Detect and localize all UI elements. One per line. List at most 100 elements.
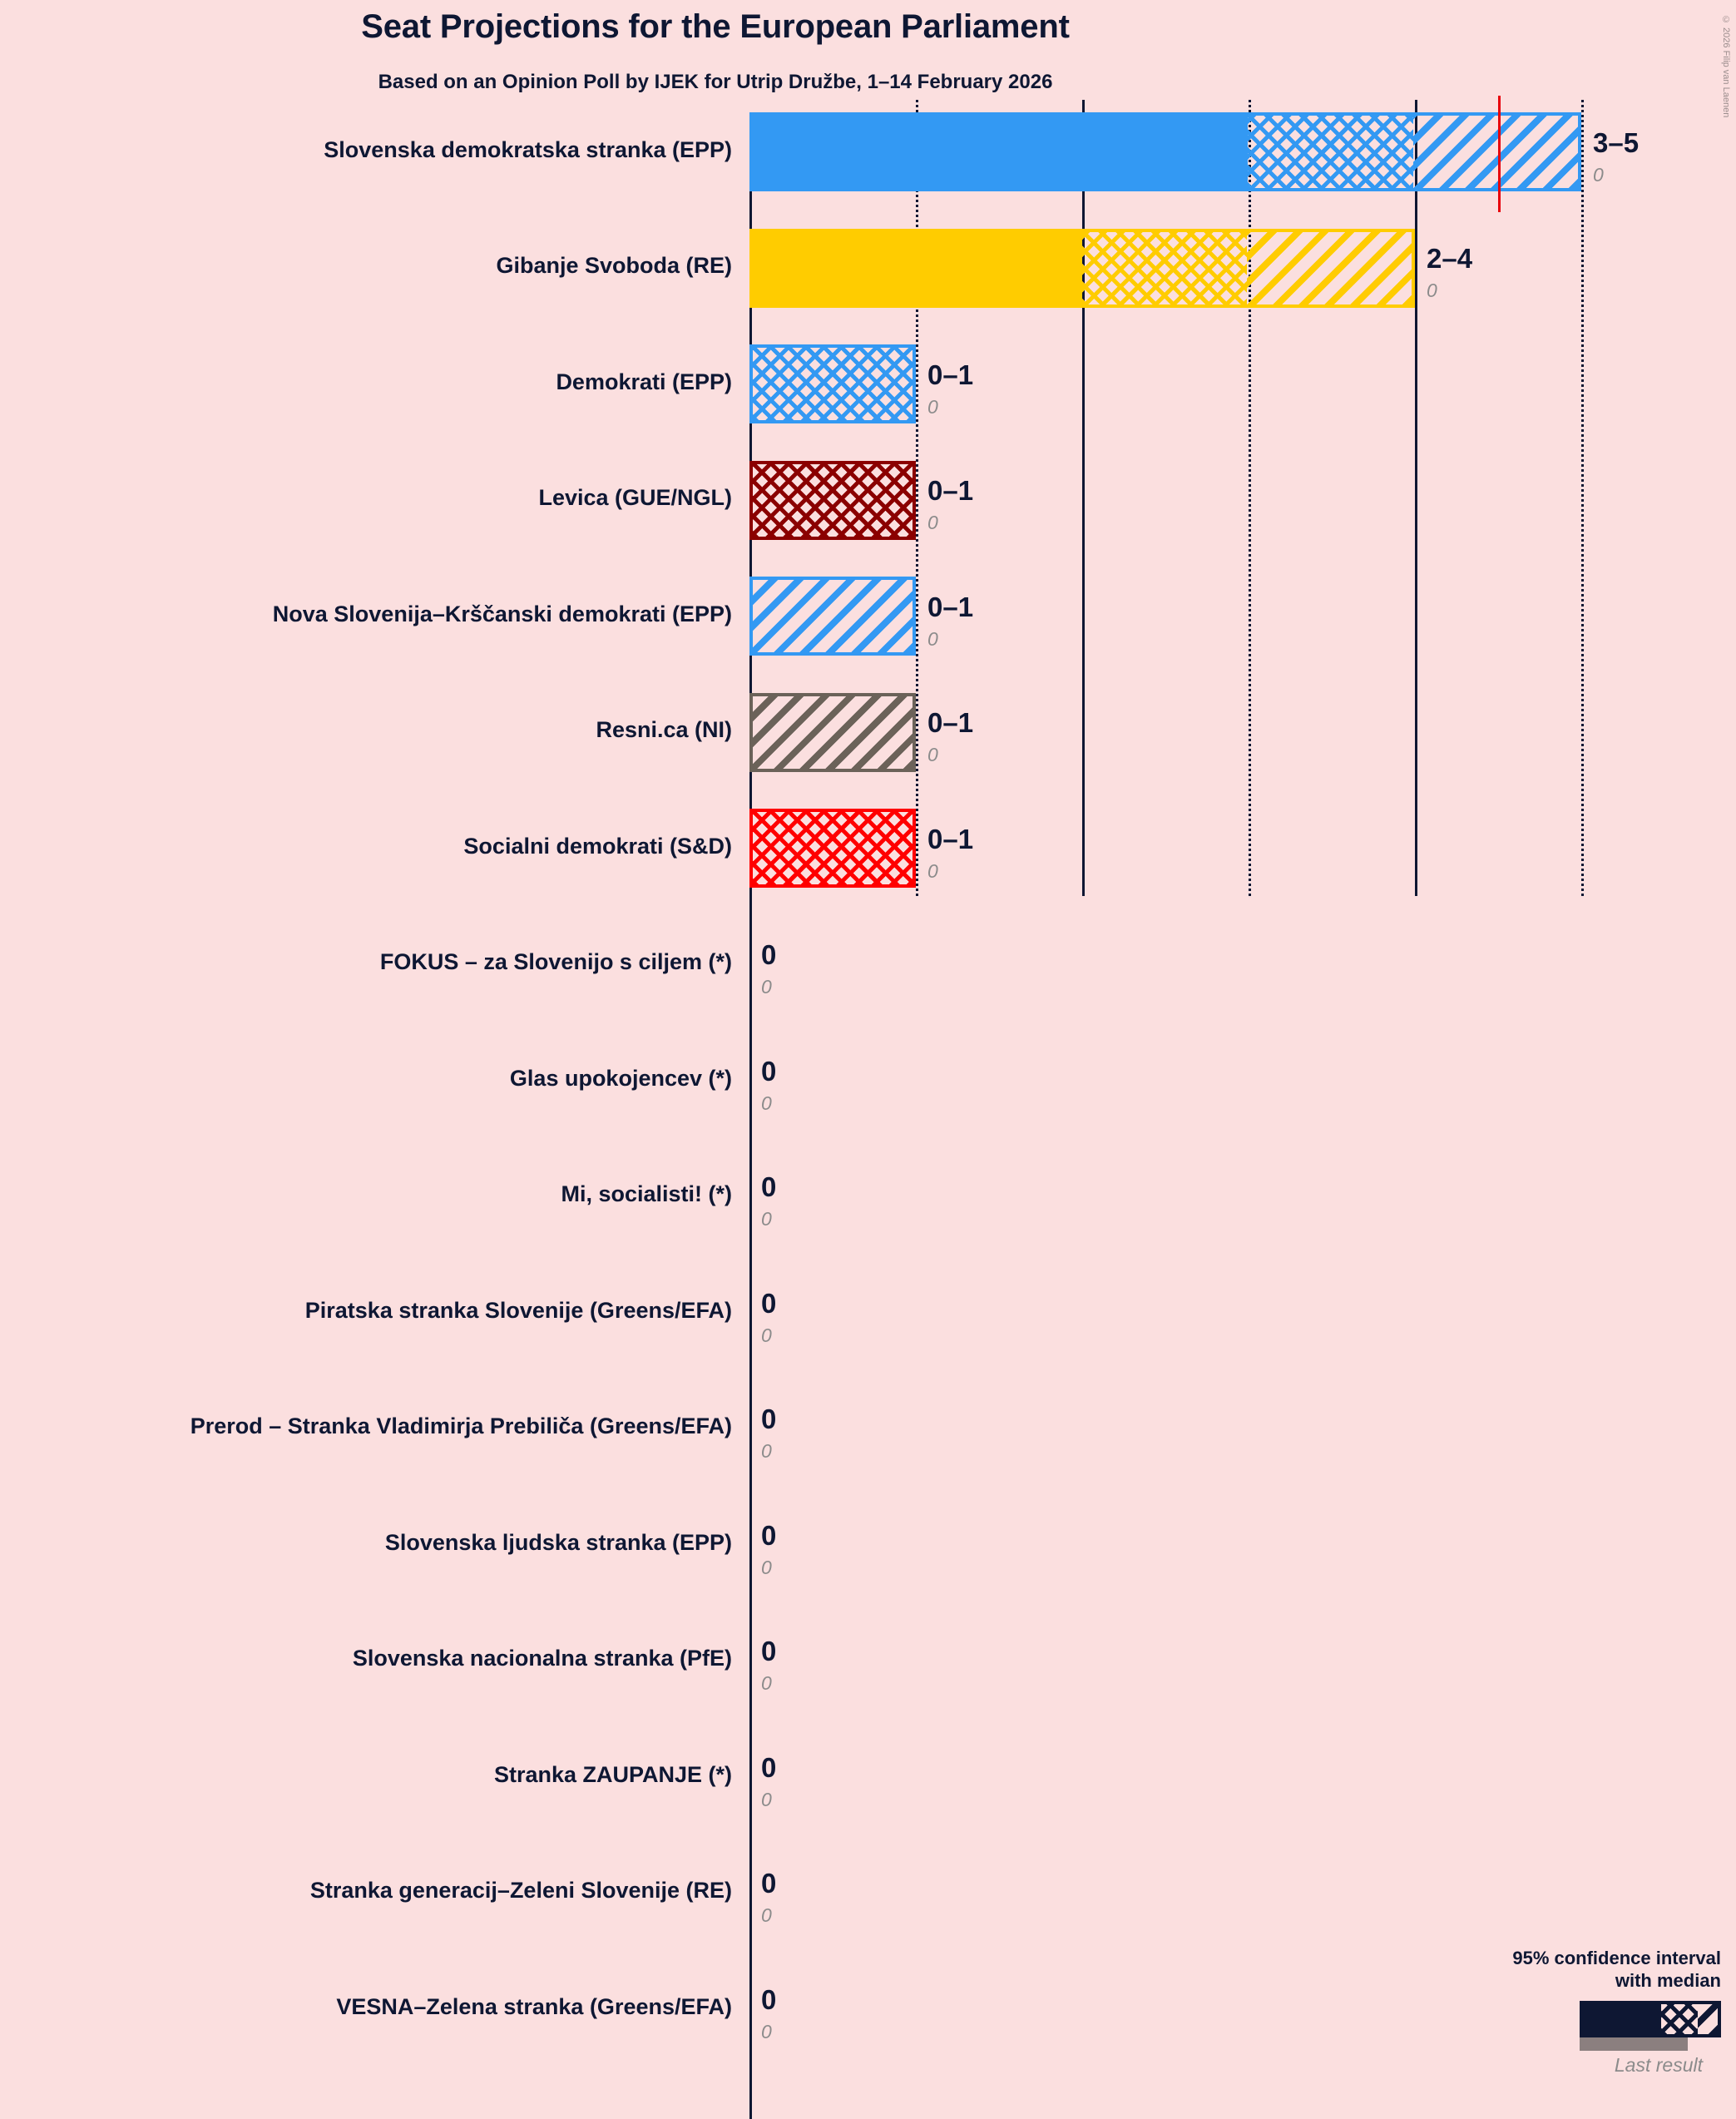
- seat-range-value: 0: [761, 1636, 777, 1666]
- last-result-value: 0: [927, 395, 938, 418]
- confidence-interval-bar[interactable]: [749, 112, 1581, 191]
- seat-range-value: 0: [761, 1171, 777, 1202]
- party-label: Piratska stranka Slovenije (Greens/EFA): [304, 1297, 732, 1323]
- confidence-interval-bar[interactable]: [749, 692, 916, 772]
- last-result-value: 0: [761, 1324, 772, 1346]
- chart-row: Slovenska nacionalna stranka (PfE) 0 0: [0, 1621, 1736, 1738]
- last-result-value: 0: [761, 1092, 772, 1114]
- bar-segment-diag: [753, 696, 913, 769]
- chart-row: Resni.ca (NI) 0–1 0: [0, 692, 1736, 809]
- legend-last-result-bar: [1580, 2037, 1688, 2051]
- party-label: Stranka ZAUPANJE (*): [493, 1761, 732, 1787]
- bar-segment-cross: [753, 348, 913, 420]
- last-result-value: 0: [927, 744, 938, 765]
- party-label: Resni.ca (NI): [596, 717, 732, 742]
- last-result-value: 0: [761, 1672, 772, 1694]
- last-result-marker: [1498, 96, 1501, 212]
- last-result-value: 0: [761, 1440, 772, 1462]
- chart-row: Levica (GUE/NGL) 0–1 0: [0, 460, 1736, 577]
- confidence-interval-bar[interactable]: [749, 577, 916, 656]
- bar-segment-solid: [753, 231, 1082, 304]
- seat-range-value: 0: [761, 1287, 777, 1319]
- chart-row: Stranka ZAUPANJE (*) 0 0: [0, 1737, 1736, 1854]
- legend-caption: 95% confidence interval with median: [1447, 1948, 1721, 1993]
- copyright-notice: © 2026 Filip van Laenen: [1721, 15, 1731, 118]
- party-label: Glas upokojencev (*): [509, 1065, 732, 1091]
- chart-row: Slovenska demokratska stranka (EPP) 3–5 0: [0, 96, 1736, 229]
- chart-row: Stranka generacij–Zeleni Slovenije (RE) 0…: [0, 1854, 1736, 1970]
- last-result-value: 0: [927, 512, 938, 533]
- legend-segment-solid: [1583, 2004, 1661, 2034]
- party-label: Slovenska demokratska stranka (EPP): [324, 136, 732, 162]
- seat-range-value: 0: [761, 1055, 777, 1087]
- seat-range-value: 0–1: [927, 707, 974, 738]
- chart-row: FOKUS – za Slovenijo s ciljem (*) 0 0: [0, 925, 1736, 1042]
- gridline-0: [749, 112, 752, 2119]
- chart-row: Mi, socialisti! (*) 0 0: [0, 1157, 1736, 1274]
- chart-row: Piratska stranka Slovenije (Greens/EFA) 0…: [0, 1273, 1736, 1389]
- bar-segment-solid: [753, 116, 1249, 188]
- seat-range-value: 0: [761, 939, 777, 970]
- legend-segment-cross: [1660, 2004, 1698, 2034]
- legend-interval-bar: [1580, 2001, 1721, 2037]
- gridline-1: [916, 100, 918, 896]
- party-label: Nova Slovenija–Krščanski demokrati (EPP): [272, 601, 732, 626]
- party-label: Socialni demokrati (S&D): [463, 833, 732, 859]
- legend-segment-diag: [1697, 2004, 1718, 2034]
- last-result-value: 0: [927, 627, 938, 650]
- seat-range-value: 3–5: [1593, 126, 1640, 158]
- chart-row: Prerod – Stranka Vladimirja Prebiliča (G…: [0, 1389, 1736, 1506]
- gridline-4: [1415, 100, 1417, 896]
- bar-segment-cross: [1248, 116, 1413, 188]
- seat-range-value: 0–1: [927, 823, 974, 854]
- confidence-interval-bar[interactable]: [749, 228, 1415, 308]
- bar-segment-diag: [1247, 231, 1412, 304]
- party-label: Gibanje Svoboda (RE): [496, 253, 732, 278]
- last-result-value: 0: [1427, 280, 1437, 301]
- last-result-value: 0: [1593, 163, 1604, 186]
- chart-row: Slovenska ljudska stranka (EPP) 0 0: [0, 1505, 1736, 1621]
- chart-row: Gibanje Svoboda (RE) 2–4 0: [0, 228, 1736, 345]
- chart-row: VESNA–Zelena stranka (Greens/EFA) 0 0: [0, 1969, 1736, 2086]
- chart-row: Nova Slovenija–Krščanski demokrati (EPP)…: [0, 577, 1736, 693]
- seat-range-value: 0: [761, 1868, 777, 1899]
- confidence-interval-bar[interactable]: [749, 344, 916, 423]
- party-label: Stranka generacij–Zeleni Slovenije (RE): [309, 1878, 732, 1903]
- bar-segment-cross: [753, 812, 913, 884]
- party-label: Mi, socialisti! (*): [561, 1181, 732, 1206]
- chart-row: Socialni demokrati (S&D) 0–1 0: [0, 809, 1736, 925]
- chart-row: Glas upokojencev (*) 0 0: [0, 1041, 1736, 1157]
- chart-subtitle: Based on an Opinion Poll by IJEK for Utr…: [378, 71, 1053, 93]
- seat-range-value: 0–1: [927, 475, 974, 506]
- last-result-value: 0: [761, 1556, 772, 1578]
- bar-segment-diag: [753, 580, 913, 652]
- chart-legend: 95% confidence interval with median Last…: [1447, 1948, 1721, 2077]
- legend-caption-line2: with median: [1615, 1970, 1721, 1992]
- seat-range-value: 0: [761, 1983, 777, 2015]
- legend-last-result-label: Last result: [1614, 2054, 1703, 2076]
- confidence-interval-bar[interactable]: [749, 809, 916, 888]
- party-label: FOKUS – za Slovenijo s ciljem (*): [379, 949, 732, 974]
- bar-segment-cross: [753, 463, 913, 537]
- confidence-interval-bar[interactable]: [749, 460, 916, 540]
- legend-caption-line1: 95% confidence interval: [1512, 1948, 1721, 1969]
- party-label: Slovenska ljudska stranka (EPP): [384, 1529, 732, 1555]
- last-result-value: 0: [761, 1208, 772, 1230]
- party-label: VESNA–Zelena stranka (Greens/EFA): [336, 1993, 732, 2019]
- last-result-value: 0: [927, 859, 938, 882]
- bar-segment-diag: [1412, 116, 1578, 188]
- last-result-value: 0: [761, 1904, 772, 1926]
- seat-range-value: 0–1: [927, 359, 974, 390]
- party-label: Prerod – Stranka Vladimirja Prebiliča (G…: [190, 1413, 732, 1438]
- last-result-value: 0: [761, 1788, 772, 1810]
- gridline-2: [1082, 100, 1085, 896]
- page-title: Seat Projections for the European Parlia…: [361, 8, 1070, 45]
- seat-range-value: 0: [761, 1519, 777, 1551]
- seat-range-value: 0: [761, 1751, 777, 1783]
- chart-row: Demokrati (EPP) 0–1 0: [0, 344, 1736, 461]
- seat-range-value: 0–1: [927, 591, 974, 622]
- gridline-3: [1249, 100, 1251, 896]
- seat-range-value: 0: [761, 1404, 777, 1434]
- party-label: Slovenska nacionalna stranka (PfE): [352, 1646, 732, 1671]
